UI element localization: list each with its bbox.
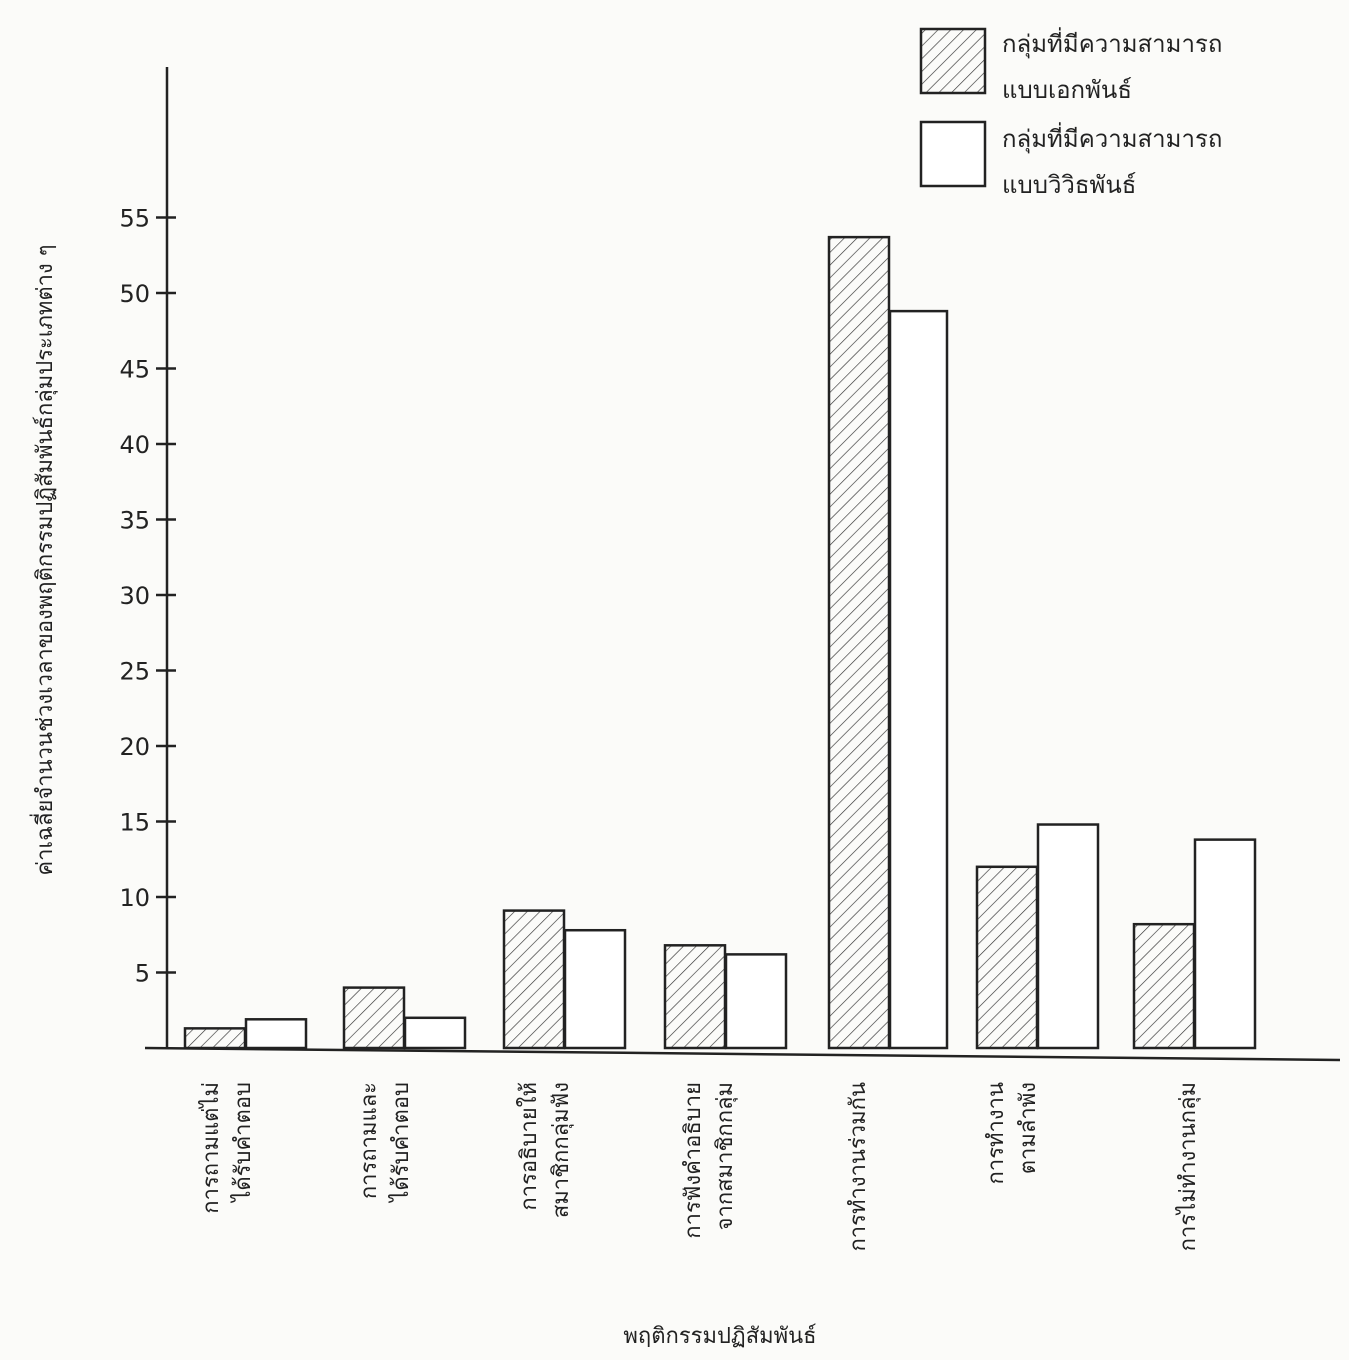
bar-series-2-category-5 xyxy=(888,309,949,1050)
legend-label-series-2-line-2: แบบวิวิธพันธ์ xyxy=(1002,171,1136,199)
category-label-2-line-1: การถามและ xyxy=(357,1082,382,1199)
bar-series-1-category-1 xyxy=(183,1027,247,1050)
category-label-2-line-2: ได้รับคำตอบ xyxy=(388,1082,414,1204)
bar-series-2-category-1 xyxy=(244,1018,308,1050)
category-label-3-line-1: การอธิบายให้ xyxy=(516,1082,542,1211)
y-tick-label-45: 45 xyxy=(119,356,150,384)
y-tick-label-15: 15 xyxy=(119,809,150,837)
y-tick-label-35: 35 xyxy=(119,507,150,535)
y-axis-title: ค่าเฉลี่ยจำนวนช่วงเวลาของพฤติกรรมปฏิสัมพ… xyxy=(29,244,58,875)
x-axis-title: พฤติกรรมปฏิสัมพันธ์ xyxy=(623,1324,816,1349)
y-tick-label-25: 25 xyxy=(119,658,150,686)
category-label-1-line-2: ได้รับคำตอบ xyxy=(230,1082,256,1204)
category-label-7-line-1: การไม่ทำงานกลุ่ม xyxy=(1175,1082,1201,1251)
legend-label-series-1-line-2: แบบเอกพันธ์ xyxy=(1002,76,1132,104)
legend-swatch-hatched xyxy=(919,27,987,95)
y-tick-label-50: 50 xyxy=(119,280,150,308)
category-label-6-line-2: ตามลำพัง xyxy=(1016,1082,1041,1174)
category-label-5-line-1: การทำงานร่วมกัน xyxy=(846,1082,871,1252)
bar-series-2-category-2 xyxy=(403,1016,467,1050)
category-label-6-line-1: การทำงาน xyxy=(984,1082,1009,1184)
bar-series-1-category-7 xyxy=(1132,922,1196,1050)
category-label-4-line-2: จากสมาชิกกลุ่ม xyxy=(713,1082,738,1230)
bar-series-2-category-4 xyxy=(724,953,788,1050)
category-label-4-line-1: การฟังคำอธิบาย xyxy=(681,1082,706,1239)
y-tick-label-20: 20 xyxy=(119,733,150,761)
bar-series-1-category-2 xyxy=(342,986,406,1050)
legend-swatch-plain xyxy=(919,120,987,188)
bar-series-1-category-6 xyxy=(975,865,1039,1050)
y-tick-label-5: 5 xyxy=(135,960,150,988)
category-label-3-line-2: สมาชิกกลุ่มฟัง xyxy=(549,1082,574,1218)
bar-series-2-category-6 xyxy=(1036,823,1100,1050)
category-label-1-line-1: การถามแต่ไม่ xyxy=(198,1082,224,1214)
bar-series-2-category-7 xyxy=(1193,838,1257,1050)
y-tick-label-40: 40 xyxy=(119,431,150,459)
bar-series-1-category-5 xyxy=(827,235,891,1050)
legend: กลุ่มที่มีความสามารถ แบบเอกพันธ์ กลุ่มที… xyxy=(919,27,1222,199)
legend-label-series-1-line-1: กลุ่มที่มีความสามารถ xyxy=(1002,27,1222,59)
bar-series-1-category-4 xyxy=(663,944,727,1050)
x-axis-line xyxy=(144,1046,1341,1062)
bar-series-2-category-3 xyxy=(563,928,627,1050)
y-tick-label-30: 30 xyxy=(119,582,150,610)
y-tick-label-55: 55 xyxy=(119,205,150,233)
legend-label-series-2-line-1: กลุ่มที่มีความสามารถ xyxy=(1002,122,1222,154)
bar-series-1-category-3 xyxy=(502,909,566,1050)
y-tick-label-10: 10 xyxy=(119,884,150,912)
